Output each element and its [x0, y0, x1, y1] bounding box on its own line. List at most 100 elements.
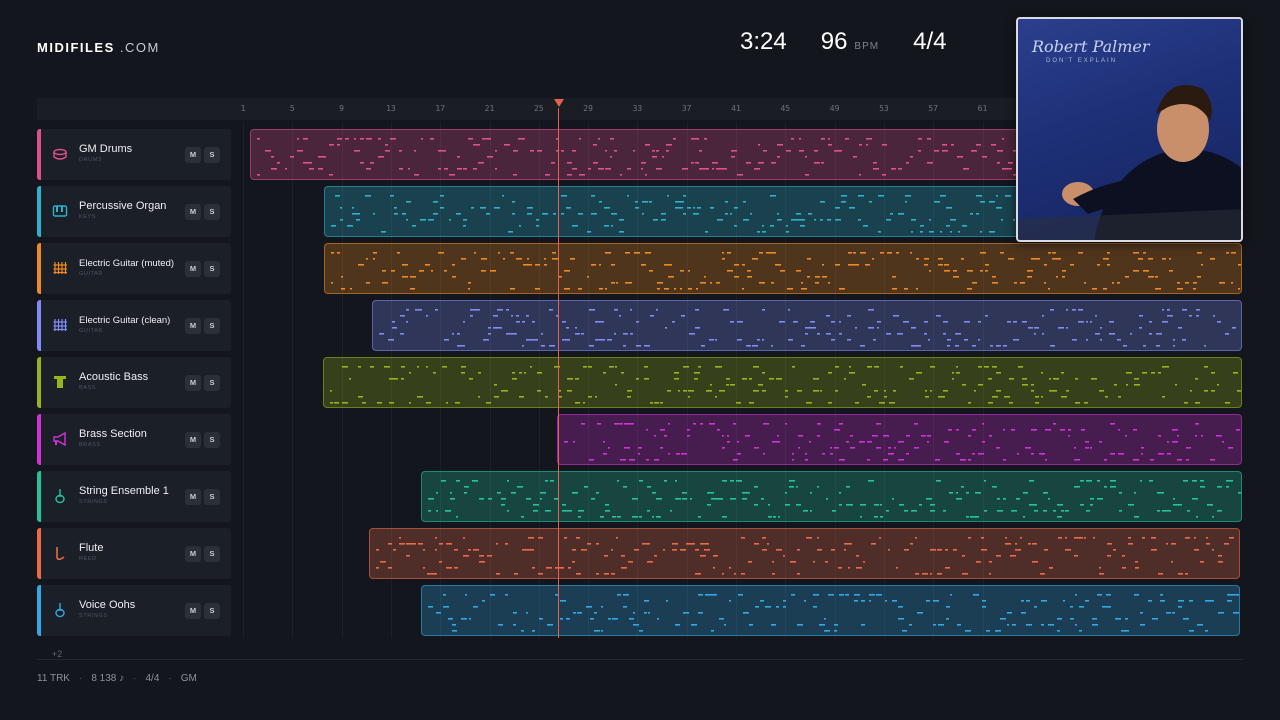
track-clip[interactable] — [557, 414, 1242, 465]
mute-button[interactable]: M — [185, 432, 201, 448]
album-portrait — [1018, 84, 1241, 240]
solo-button[interactable]: S — [204, 603, 220, 619]
voice-icon — [52, 602, 68, 618]
track-clip[interactable] — [324, 243, 1242, 294]
track-clip[interactable] — [372, 300, 1242, 351]
grid-line — [390, 122, 392, 638]
mute-button[interactable]: M — [185, 603, 201, 619]
footer-divider — [37, 659, 1243, 660]
mute-button[interactable]: M — [185, 204, 201, 220]
solo-button[interactable]: S — [204, 204, 220, 220]
track-header[interactable]: Percussive Organ KEYS M S — [37, 186, 231, 237]
track-clip[interactable] — [323, 357, 1242, 408]
ruler-bar-label: 17 — [435, 104, 446, 113]
song-duration: 3:24 — [740, 28, 787, 55]
guitar-fret-icon — [52, 260, 68, 276]
track-header[interactable]: String Ensemble 1 STRINGS M S — [37, 471, 231, 522]
mute-button[interactable]: M — [185, 147, 201, 163]
album-subtitle: DON'T EXPLAIN — [1046, 58, 1118, 64]
grid-line — [883, 122, 885, 638]
mute-button[interactable]: M — [185, 261, 201, 277]
track-category: KEYS — [79, 214, 97, 220]
ruler-bar-label: 1 — [240, 104, 246, 113]
footer-stats: 11 TRK · 8 138 ♪ · 4/4 · GM — [37, 673, 197, 684]
footer-signature: 4/4 — [145, 673, 160, 684]
guitar-fret-icon — [52, 317, 68, 333]
mute-button[interactable]: M — [185, 546, 201, 562]
solo-button[interactable]: S — [204, 318, 220, 334]
piano-icon — [52, 203, 68, 219]
track-name: Voice Oohs — [79, 599, 136, 611]
solo-button[interactable]: S — [204, 375, 220, 391]
footer-note-count: 8 138 ♪ — [91, 673, 125, 684]
track-clip[interactable] — [421, 585, 1240, 636]
clip-notes — [564, 423, 1240, 461]
clip-notes — [428, 594, 1239, 632]
track-header[interactable]: Brass Section BRASS M S — [37, 414, 231, 465]
track-clip[interactable] — [421, 471, 1242, 522]
track-name: String Ensemble 1 — [79, 485, 169, 497]
timeline-ruler[interactable]: 1 5 9 13 17 21 25 29 33 37 41 45 49 53 57 61 — [37, 98, 1243, 120]
grid-line — [489, 122, 491, 638]
solo-button[interactable]: S — [204, 261, 220, 277]
track-name: Electric Guitar (clean) — [79, 315, 171, 326]
grid-line — [538, 122, 540, 638]
mute-button[interactable]: M — [185, 318, 201, 334]
track-header[interactable]: Voice Oohs STRINGS M S — [37, 585, 231, 636]
track-name: Acoustic Bass — [79, 371, 149, 383]
solo-button[interactable]: S — [204, 546, 220, 562]
ruler-bar-label: 33 — [632, 104, 643, 113]
more-tracks-indicator[interactable]: +2 — [52, 649, 63, 659]
grid-line — [440, 122, 442, 638]
bass-icon — [52, 374, 68, 390]
track-category: GUITAR — [79, 271, 103, 277]
track-color-strip — [37, 528, 41, 579]
ruler-bar-label: 57 — [928, 104, 939, 113]
mute-button[interactable]: M — [185, 489, 201, 505]
track-clip[interactable] — [369, 528, 1240, 579]
track-name: Brass Section — [79, 428, 147, 440]
playhead[interactable] — [558, 108, 559, 638]
mute-button[interactable]: M — [185, 375, 201, 391]
track-name: Flute — [79, 542, 104, 554]
playhead-marker[interactable] — [554, 99, 564, 107]
site-logo[interactable]: MIDIFILES .COM — [37, 40, 160, 55]
track-color-strip — [37, 300, 41, 351]
ruler-bar-label: 61 — [977, 104, 988, 113]
footer-track-count: 11 TRK — [37, 673, 70, 684]
ruler-bar-label: 25 — [533, 104, 544, 113]
track-category: STRINGS — [79, 613, 108, 619]
grid-line — [588, 122, 590, 638]
track-name: Electric Guitar (muted) — [79, 258, 175, 269]
grid-line — [736, 122, 737, 638]
solo-button[interactable]: S — [204, 147, 220, 163]
track-name: GM Drums — [79, 143, 133, 155]
track-header[interactable]: Electric Guitar (muted) GUITAR M S — [37, 243, 231, 294]
track-header[interactable]: Flute REED M S — [37, 528, 231, 579]
flute-icon — [52, 545, 68, 561]
time-signature: 4/4 — [913, 28, 947, 55]
track-category: BASS — [79, 385, 97, 391]
grid-line — [982, 122, 984, 638]
track-header[interactable]: Electric Guitar (clean) GUITAR M S — [37, 300, 231, 351]
track-header[interactable]: GM Drums DRUMS M S — [37, 129, 231, 180]
ruler-bar-label: 49 — [829, 104, 840, 113]
track-color-strip — [37, 357, 41, 408]
solo-button[interactable]: S — [204, 489, 220, 505]
bpm-label: BPM — [854, 41, 880, 52]
ruler-bar-label: 21 — [484, 104, 495, 113]
grid-line — [686, 122, 688, 638]
grid-line — [834, 122, 836, 638]
violin-icon — [52, 488, 68, 504]
logo-suffix: .COM — [114, 40, 160, 55]
drum-icon — [52, 146, 68, 162]
track-name: Percussive Organ — [79, 200, 167, 212]
footer-standard: GM — [180, 673, 197, 684]
grid-line — [785, 122, 787, 638]
solo-button[interactable]: S — [204, 432, 220, 448]
track-header[interactable]: Acoustic Bass BASS M S — [37, 357, 231, 408]
clip-notes — [376, 537, 1234, 575]
track-category: REED — [79, 556, 97, 562]
track-category: BRASS — [79, 442, 101, 448]
grid-line — [637, 122, 639, 638]
